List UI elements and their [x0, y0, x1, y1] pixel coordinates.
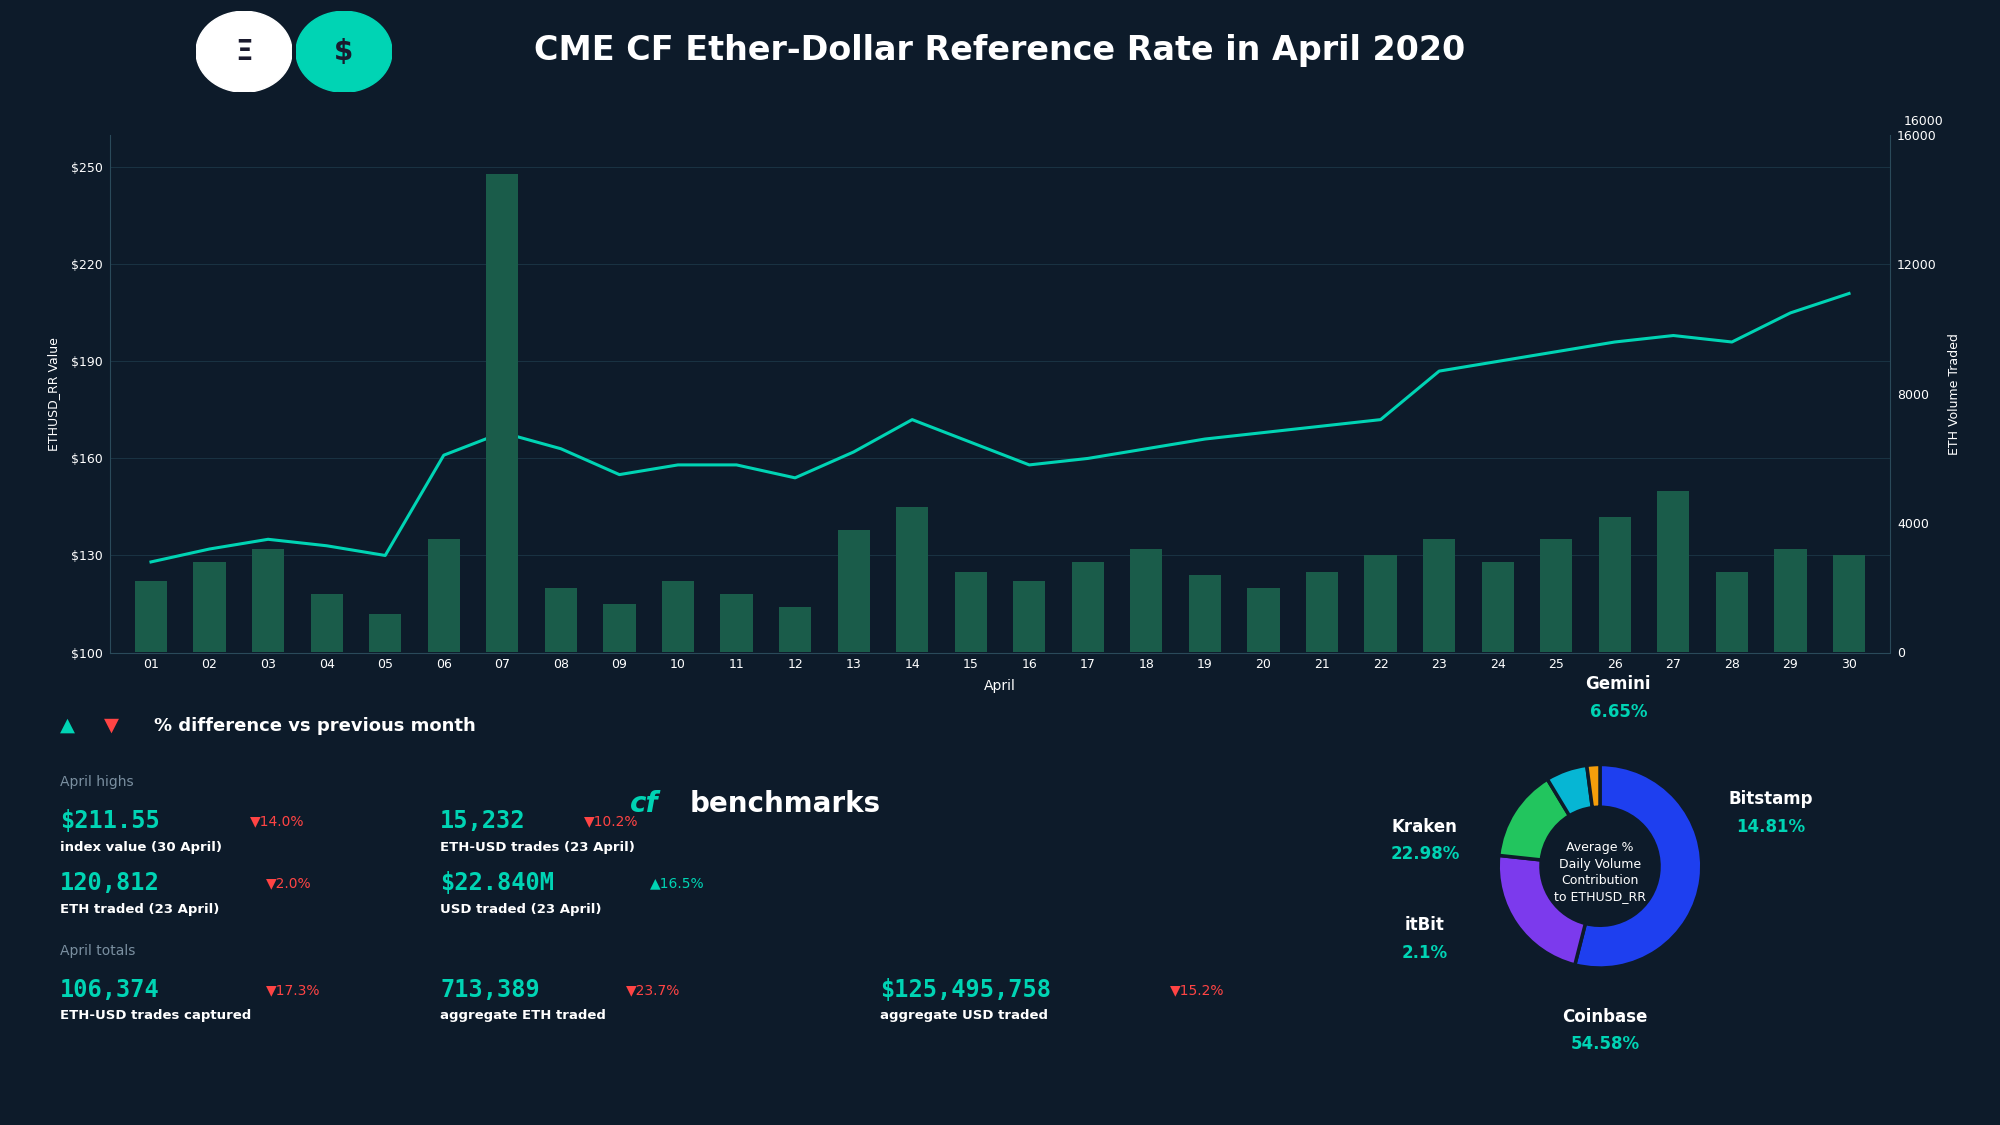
Text: 2.1%: 2.1% — [1402, 944, 1448, 962]
Wedge shape — [1548, 765, 1592, 816]
Bar — [544, 587, 576, 652]
Text: ▼14.0%: ▼14.0% — [250, 814, 304, 828]
Bar — [428, 539, 460, 652]
Text: Kraken: Kraken — [1392, 818, 1458, 836]
Bar — [1306, 572, 1338, 652]
Circle shape — [196, 11, 292, 92]
Bar — [134, 582, 168, 652]
Bar — [1364, 556, 1396, 652]
Text: ▼17.3%: ▼17.3% — [266, 983, 320, 997]
Text: to ETHUSD_RR: to ETHUSD_RR — [1554, 890, 1646, 903]
Bar — [1774, 549, 1806, 652]
Bar — [838, 530, 870, 652]
Text: Gemini: Gemini — [1586, 675, 1652, 693]
Text: ▲16.5%: ▲16.5% — [650, 876, 704, 890]
Text: USD traded (23 April): USD traded (23 April) — [440, 902, 602, 916]
X-axis label: April: April — [984, 680, 1016, 693]
Bar — [1540, 539, 1572, 652]
Text: $: $ — [334, 38, 354, 65]
Text: ETH-USD trades (23 April): ETH-USD trades (23 April) — [440, 840, 634, 854]
Text: ETH traded (23 April): ETH traded (23 April) — [60, 902, 220, 916]
Text: 120,812: 120,812 — [60, 871, 160, 896]
Text: aggregate ETH traded: aggregate ETH traded — [440, 1009, 606, 1023]
Bar — [194, 561, 226, 652]
Bar — [1188, 575, 1222, 652]
Text: 6.65%: 6.65% — [1590, 702, 1648, 720]
Text: itBit: itBit — [1404, 916, 1444, 934]
Bar — [1658, 490, 1690, 652]
Text: April totals: April totals — [60, 944, 136, 957]
Text: ETH-USD trades captured: ETH-USD trades captured — [60, 1009, 252, 1023]
Wedge shape — [1574, 765, 1702, 968]
Bar — [1598, 516, 1630, 652]
Text: 16000: 16000 — [1904, 115, 1944, 128]
Bar — [1248, 587, 1280, 652]
Bar — [1424, 539, 1456, 652]
Text: 14.81%: 14.81% — [1736, 818, 1806, 836]
Text: 54.58%: 54.58% — [1570, 1035, 1640, 1053]
Y-axis label: ETHUSD_RR Value: ETHUSD_RR Value — [48, 336, 60, 451]
Wedge shape — [1498, 780, 1570, 860]
Text: benchmarks: benchmarks — [690, 791, 882, 818]
Bar — [1716, 572, 1748, 652]
Text: 106,374: 106,374 — [60, 978, 160, 1002]
Bar — [662, 582, 694, 652]
Text: April highs: April highs — [60, 775, 134, 789]
Text: ▼10.2%: ▼10.2% — [584, 814, 638, 828]
Bar — [1832, 556, 1866, 652]
Text: Bitstamp: Bitstamp — [1728, 790, 1814, 808]
Text: Contribution: Contribution — [1562, 874, 1638, 886]
Bar — [896, 507, 928, 652]
Text: ▼23.7%: ▼23.7% — [626, 983, 680, 997]
Text: index value (30 April): index value (30 April) — [60, 840, 222, 854]
Text: $125,495,758: $125,495,758 — [880, 978, 1052, 1002]
Text: 15,232: 15,232 — [440, 809, 526, 834]
Text: ▲: ▲ — [60, 717, 76, 735]
Bar — [954, 572, 986, 652]
Y-axis label: ETH Volume Traded: ETH Volume Traded — [1948, 333, 1960, 455]
Bar — [370, 613, 402, 652]
Bar — [1482, 561, 1514, 652]
Text: ▼15.2%: ▼15.2% — [1170, 983, 1224, 997]
Bar — [720, 594, 752, 652]
Bar — [310, 594, 342, 652]
Text: CME CF Ether-Dollar Reference Rate in April 2020: CME CF Ether-Dollar Reference Rate in Ap… — [534, 34, 1466, 68]
Bar — [1130, 549, 1162, 652]
Bar — [486, 173, 518, 652]
Text: Coinbase: Coinbase — [1562, 1008, 1648, 1026]
Wedge shape — [1498, 855, 1586, 965]
Bar — [778, 608, 812, 652]
Text: 22.98%: 22.98% — [1390, 845, 1460, 863]
Text: aggregate USD traded: aggregate USD traded — [880, 1009, 1048, 1023]
Bar — [1014, 582, 1046, 652]
Text: $211.55: $211.55 — [60, 809, 160, 834]
Text: 713,389: 713,389 — [440, 978, 540, 1002]
Text: Average %: Average % — [1566, 842, 1634, 854]
Circle shape — [296, 11, 392, 92]
Bar — [252, 549, 284, 652]
Text: cf: cf — [630, 791, 658, 818]
Text: ▼2.0%: ▼2.0% — [266, 876, 312, 890]
Bar — [1072, 561, 1104, 652]
Text: Daily Volume: Daily Volume — [1558, 857, 1642, 871]
Wedge shape — [1586, 765, 1600, 808]
Text: % difference vs previous month: % difference vs previous month — [154, 717, 476, 735]
Text: Ξ: Ξ — [236, 38, 252, 65]
Text: $22.840M: $22.840M — [440, 871, 554, 896]
Bar — [604, 604, 636, 652]
Text: ▼: ▼ — [104, 717, 120, 735]
